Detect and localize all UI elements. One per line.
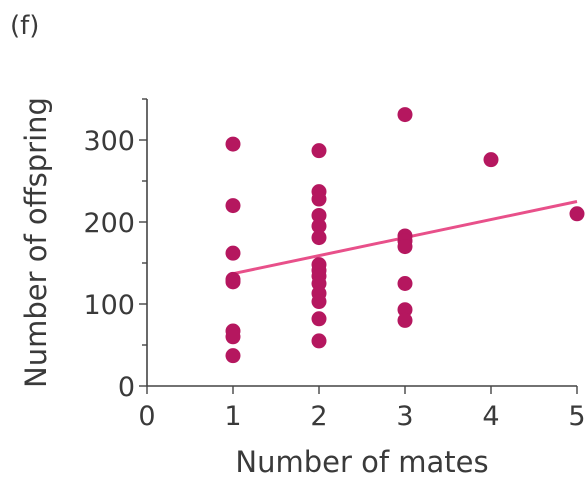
y-tick-label: 100	[83, 290, 135, 321]
x-tick-label: 4	[482, 401, 499, 432]
axes: 0 100 200 300 0 1 2 3 4 5	[83, 98, 586, 432]
data-point	[225, 198, 241, 214]
panel-label: (f)	[10, 11, 39, 41]
data-point	[397, 302, 413, 318]
data-point	[225, 245, 241, 261]
x-tick-label: 3	[396, 401, 413, 432]
data-point	[225, 348, 241, 364]
data-point	[397, 239, 413, 255]
x-tick-label: 1	[224, 401, 241, 432]
x-axis-title: Number of mates	[235, 445, 488, 479]
data-point	[311, 230, 327, 246]
data-point	[225, 136, 241, 152]
data-point	[225, 274, 241, 290]
data-point	[311, 311, 327, 327]
x-tick-label: 2	[310, 401, 327, 432]
data-point	[483, 152, 499, 168]
data-point	[397, 312, 413, 328]
data-point	[311, 143, 327, 159]
data-point	[311, 294, 327, 310]
data-point	[311, 218, 327, 234]
data-point	[311, 333, 327, 349]
data-point	[397, 107, 413, 123]
data-points	[225, 107, 585, 364]
data-point	[311, 191, 327, 207]
y-tick-label: 0	[118, 372, 135, 403]
y-tick-label: 200	[83, 208, 135, 239]
x-tick-label: 0	[138, 401, 155, 432]
y-tick-label: 300	[83, 126, 135, 157]
x-tick-label: 5	[568, 401, 585, 432]
data-point	[311, 207, 327, 223]
y-axis-title: Number of offspring	[19, 97, 53, 388]
data-point	[225, 329, 241, 345]
data-point	[397, 276, 413, 291]
data-point	[569, 206, 585, 222]
